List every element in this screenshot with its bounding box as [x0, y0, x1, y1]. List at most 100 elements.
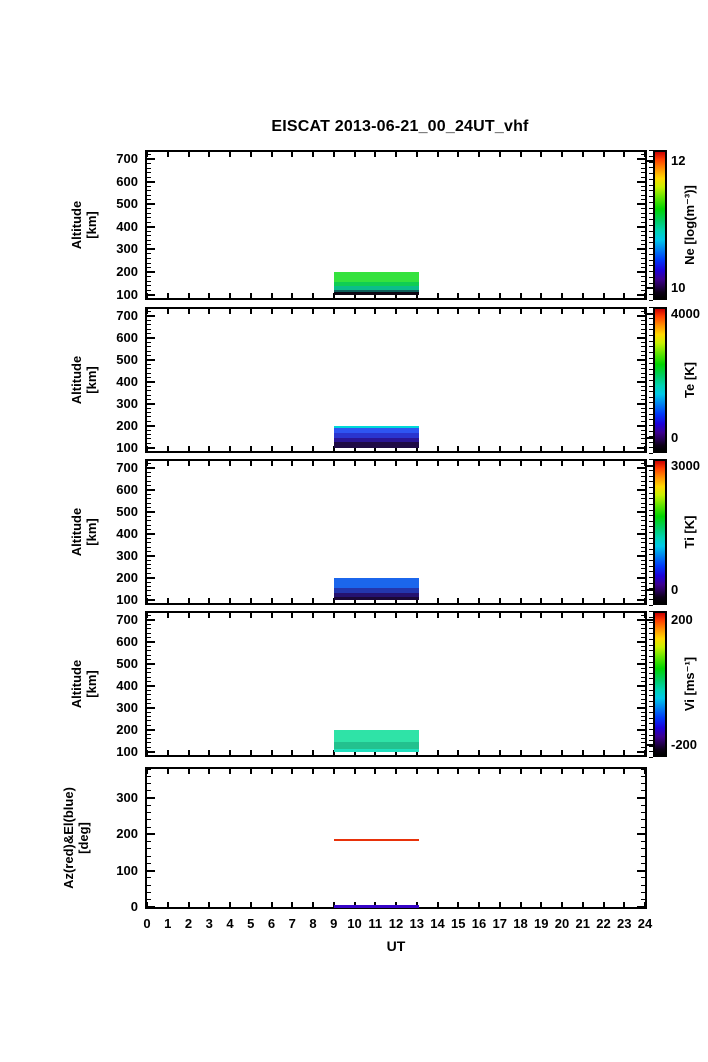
x-tick [436, 446, 439, 451]
colorbar-tick [649, 441, 653, 443]
colorbar-tick-label: 0 [671, 430, 679, 446]
y-axis-label: Altitude [km] [69, 355, 99, 405]
x-tick [353, 613, 356, 618]
x-tick [353, 598, 356, 603]
x-tick [270, 769, 273, 774]
colorbar-tick [649, 385, 653, 387]
y-tick [147, 248, 155, 251]
y-tick-label: 400 [116, 373, 138, 389]
colorbar-tick [649, 155, 653, 157]
x-tick [561, 613, 563, 618]
x-tick [478, 309, 480, 314]
x-tick [415, 613, 418, 618]
y-tick [641, 724, 645, 726]
colorbar-tick [649, 757, 653, 758]
y-tick [641, 235, 645, 237]
y-tick [641, 333, 645, 335]
x-tick [457, 902, 460, 907]
x-tick [208, 769, 211, 774]
y-tick [641, 253, 645, 255]
y-tick [147, 190, 151, 192]
y-tick [147, 225, 155, 228]
data-block-band [333, 425, 419, 428]
x-tick [540, 309, 543, 314]
y-tick [641, 346, 645, 348]
y-tick [641, 848, 645, 850]
x-tick [623, 152, 626, 157]
x-tick [270, 152, 273, 157]
y-tick-label: 200 [116, 721, 138, 737]
y-tick [637, 833, 645, 836]
x-tick [623, 613, 626, 618]
y-tick [147, 402, 155, 405]
x-tick-label: 6 [267, 916, 276, 931]
x-tick [395, 613, 397, 618]
x-tick [208, 293, 211, 298]
colorbar-tick [649, 593, 653, 595]
y-tick-label: 100 [116, 286, 138, 302]
y-tick [641, 628, 645, 630]
y-tick [641, 819, 645, 821]
y-tick [147, 581, 151, 583]
x-tick [229, 461, 231, 466]
colorbar-tick [649, 357, 653, 359]
y-tick [641, 363, 645, 365]
y-tick-label: 500 [116, 351, 138, 367]
x-tick-label: 15 [451, 916, 466, 931]
x-tick [395, 769, 397, 774]
y-tick [147, 899, 151, 901]
y-tick [641, 199, 645, 201]
y-tick [147, 702, 151, 704]
x-tick [457, 309, 460, 314]
y-tick [641, 341, 645, 343]
colorbar-tick [649, 498, 653, 500]
colorbar-tick [649, 667, 653, 669]
y-tick [641, 398, 645, 400]
y-tick [147, 775, 151, 777]
y-tick [147, 285, 151, 287]
x-tick [457, 152, 460, 157]
data-block-band [333, 748, 419, 753]
x-tick-label: 24 [637, 916, 653, 931]
y-tick [147, 493, 151, 495]
x-tick [332, 461, 335, 466]
x-tick [187, 598, 190, 603]
colorbar-tick [649, 453, 653, 454]
colorbar-tick [649, 661, 653, 663]
y-tick-label: 200 [116, 264, 138, 280]
y-tick [147, 328, 151, 330]
y-tick [147, 662, 155, 665]
y-tick [637, 402, 645, 405]
data-block-band [333, 432, 419, 438]
y-tick [147, 550, 151, 552]
x-tick [270, 293, 273, 298]
x-tick [374, 461, 377, 466]
x-tick [146, 309, 148, 314]
x-tick [374, 446, 377, 451]
y-tick [641, 594, 645, 596]
y-tick [641, 167, 645, 169]
x-tick-label: 10 [347, 916, 362, 931]
x-tick [208, 446, 211, 451]
x-tick [457, 750, 460, 755]
colorbar-tick [649, 712, 653, 714]
y-tick [147, 463, 151, 465]
x-tick [478, 902, 480, 907]
x-tick [478, 769, 480, 774]
colorbar-tick-label: 12 [671, 152, 686, 168]
x-tick [478, 293, 480, 298]
y-tick [641, 572, 645, 574]
y-tick [641, 280, 645, 282]
y-tick-label: 600 [116, 633, 138, 649]
y-tick [147, 480, 151, 482]
x-tick [353, 446, 356, 451]
colorbar-tick [646, 618, 653, 621]
colorbar-tick [646, 744, 653, 747]
colorbar-tick [649, 548, 653, 550]
y-tick [637, 424, 645, 427]
colorbar-tick [649, 368, 653, 370]
colorbar-tick [649, 242, 653, 244]
colorbar-tick [649, 380, 653, 381]
x-tick [166, 293, 169, 298]
y-tick [147, 797, 155, 800]
